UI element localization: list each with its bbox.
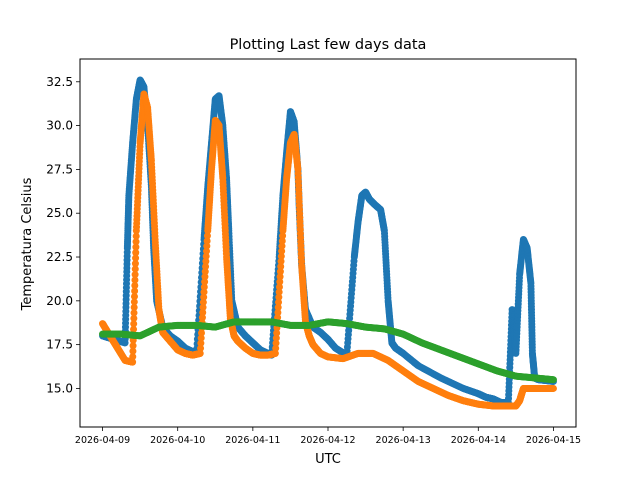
series-2-point [198, 314, 206, 322]
series-2-point [276, 268, 284, 276]
series-2-point [273, 329, 281, 337]
chart-title: Plotting Last few days data [230, 37, 427, 53]
axes-frame [79, 58, 577, 428]
series-2-point [130, 309, 138, 317]
series-2-point [278, 237, 286, 245]
series-2-point [272, 339, 280, 347]
series-2-point [203, 232, 211, 240]
series-2-point [199, 303, 207, 311]
series-2-point [279, 232, 287, 240]
series-2-point [197, 339, 205, 347]
series-2-point [132, 232, 140, 240]
series-2-point [129, 347, 137, 355]
series-2-point [197, 344, 205, 352]
series-2-point [131, 282, 139, 289]
series-2-point [200, 288, 208, 296]
series-2-points [99, 90, 557, 410]
x-tick-label: 2026-04-10 [150, 435, 205, 446]
series-2-point [201, 278, 209, 286]
x-axis-ticks: 2026-04-09 2026-04-10 2026-04-11 2026-04-12… [75, 427, 581, 446]
series-2-point [275, 283, 283, 291]
y-tick-label: 30.0 [46, 119, 73, 133]
x-tick-label: 2026-04-14 [451, 435, 506, 446]
y-axis-ticks: 15.0 17.5 20.0 22.5 25.0 27.5 30.0 32.5 [46, 75, 80, 395]
series-2-point [200, 283, 208, 291]
series-2-point [132, 243, 140, 251]
series-2-point [129, 353, 137, 361]
series-2-point [201, 273, 209, 281]
series-2-point [131, 260, 139, 268]
series-2-point [275, 298, 283, 306]
series-2-point [277, 257, 285, 265]
y-axis-label: Temperatura Celsius [20, 177, 35, 311]
series-2-point [202, 257, 210, 265]
series-2-point [203, 242, 211, 250]
series-2-point [276, 273, 284, 281]
series-3-point [549, 376, 557, 384]
y-tick-label: 27.5 [46, 162, 73, 176]
y-tick-label: 20.0 [46, 294, 73, 308]
series-2-point [278, 242, 286, 250]
series-2-point [130, 303, 138, 311]
series-2-point [132, 238, 140, 246]
x-tick-label: 2026-04-13 [376, 435, 431, 446]
series-2-point [202, 263, 210, 271]
y-tick-label: 22.5 [46, 250, 73, 264]
series-2-point [201, 268, 209, 276]
series-2-point [276, 278, 284, 286]
series-2-point [200, 293, 208, 301]
series-2-point [271, 349, 279, 357]
x-tick-label: 2026-04-09 [75, 435, 130, 446]
series-2-point [130, 314, 138, 322]
series-2-point [132, 249, 140, 257]
series-2-point [203, 237, 211, 245]
y-tick-label: 17.5 [46, 338, 73, 352]
series-2-point [275, 288, 283, 296]
series-2-point [272, 344, 280, 352]
series-2-point [130, 292, 138, 300]
series-2-point [272, 334, 280, 342]
series-2-point [202, 252, 210, 260]
y-tick-label: 25.0 [46, 206, 73, 220]
series-2-point [277, 263, 285, 271]
series-2-point [275, 293, 283, 301]
series-3-points [99, 318, 557, 384]
series-2-point [274, 303, 282, 311]
series-2-point [131, 271, 139, 279]
x-tick-label: 2026-04-11 [225, 435, 280, 446]
series-2-point [549, 384, 557, 392]
series-2-point [130, 320, 138, 328]
x-tick-label: 2026-04-12 [300, 435, 355, 446]
series-2-point [131, 287, 139, 295]
series-2-point [199, 298, 207, 306]
y-tick-label: 32.5 [46, 75, 73, 89]
x-tick-label: 2026-04-15 [526, 435, 581, 446]
series-2-point [131, 276, 139, 284]
series-2-point [197, 334, 205, 342]
y-tick-label: 15.0 [46, 381, 73, 395]
series-2-point [129, 358, 137, 366]
series-2-point [197, 329, 205, 337]
series-2-point [274, 309, 282, 317]
series-2-point [130, 298, 138, 306]
series-2-point [129, 342, 137, 350]
series-2-point [132, 254, 140, 262]
series-2-point [196, 349, 204, 357]
series-2-point [277, 252, 285, 260]
plot-area [99, 76, 557, 410]
series-2-point [278, 247, 286, 255]
series-2-point [199, 309, 207, 317]
x-axis-label: UTC [315, 452, 341, 467]
series-2-point [203, 247, 211, 255]
series-2-point [130, 325, 138, 333]
series-2-point [131, 265, 139, 273]
